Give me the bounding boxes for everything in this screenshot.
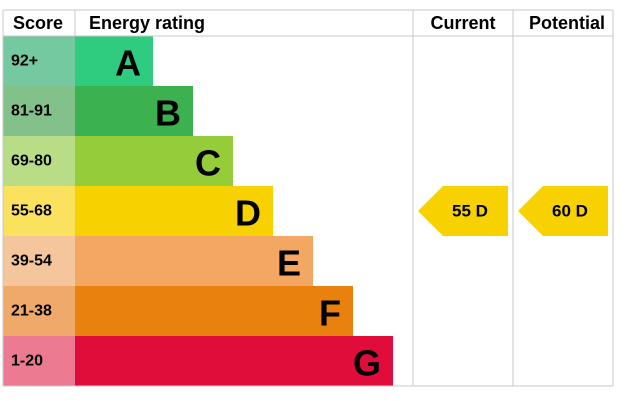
potential-label: 60 D — [552, 202, 588, 221]
rating-bar — [75, 236, 313, 286]
header-score: Score — [13, 13, 63, 33]
score-cell — [3, 286, 75, 336]
score-cell — [3, 236, 75, 286]
current-label: 55 D — [452, 202, 488, 221]
rating-letter: F — [319, 293, 341, 334]
rating-bar — [75, 286, 353, 336]
rating-bar — [75, 36, 153, 86]
rating-bar — [75, 86, 193, 136]
score-label: 1-20 — [11, 353, 43, 370]
header-current: Current — [430, 13, 495, 33]
score-label: 55-68 — [11, 203, 52, 220]
rating-letter: D — [235, 193, 261, 234]
score-label: 39-54 — [11, 253, 52, 270]
rating-letter: B — [155, 93, 181, 134]
rating-bar — [75, 136, 233, 186]
score-cell — [3, 36, 75, 86]
score-cell — [3, 186, 75, 236]
score-label: 21-38 — [11, 303, 52, 320]
score-cell — [3, 86, 75, 136]
score-label: 69-80 — [11, 153, 52, 170]
header-rating: Energy rating — [89, 13, 205, 33]
score-label: 81-91 — [11, 103, 52, 120]
current-arrow — [418, 186, 508, 236]
rating-bar — [75, 336, 393, 386]
potential-arrow — [518, 186, 608, 236]
rating-letter: G — [353, 343, 381, 384]
rating-letter: A — [115, 43, 141, 84]
score-cell — [3, 336, 75, 386]
rating-letter: C — [195, 143, 221, 184]
rating-bar — [75, 186, 273, 236]
header-potential: Potential — [529, 13, 605, 33]
rating-letter: E — [277, 243, 301, 284]
score-cell — [3, 136, 75, 186]
score-label: 92+ — [11, 53, 38, 70]
